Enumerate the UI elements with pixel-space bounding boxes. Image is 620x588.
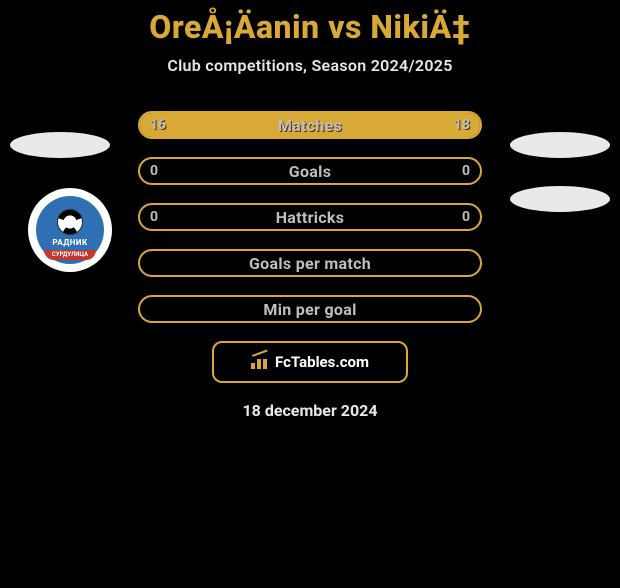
stat-value-right: 0: [462, 163, 470, 179]
stat-label: Hattricks: [276, 208, 345, 227]
stat-row: Min per goal: [138, 295, 482, 323]
brand-text: FcTables.com: [275, 353, 369, 371]
bar-chart-icon: [251, 355, 269, 369]
club-badge-placeholder-right: [510, 186, 610, 212]
player-photo-placeholder-left: [10, 132, 110, 158]
stat-value-left: 16: [150, 117, 166, 133]
date-stamp: 18 december 2024: [0, 401, 620, 420]
subtitle: Club competitions, Season 2024/2025: [0, 56, 620, 75]
football-icon: [57, 209, 83, 235]
page-title: OreÅ¡Äanin vs NikiÄ‡: [0, 8, 620, 46]
stat-row: 0 Goals 0: [138, 157, 482, 185]
club-badge-left: РАДНИК СУРДУЛИЦА: [28, 188, 112, 272]
stat-value-right: 18: [454, 117, 470, 133]
stat-value-left: 0: [150, 209, 158, 225]
stat-value-left: 0: [150, 163, 158, 179]
club-badge-inner: РАДНИК СУРДУЛИЦА: [36, 196, 104, 264]
stat-row: 0 Hattricks 0: [138, 203, 482, 231]
stat-label: Matches: [278, 116, 342, 135]
brand-box[interactable]: FcTables.com: [212, 341, 408, 383]
stat-label: Goals per match: [249, 254, 371, 273]
player-photo-placeholder-right: [510, 132, 610, 158]
stat-label: Goals: [289, 162, 331, 181]
club-badge-band: СУРДУЛИЦА: [44, 250, 96, 260]
stat-value-right: 0: [462, 209, 470, 225]
stat-label: Min per goal: [263, 300, 356, 319]
club-badge-text: РАДНИК: [52, 238, 87, 247]
stat-row: 16 Matches 18: [138, 111, 482, 139]
stat-row: Goals per match: [138, 249, 482, 277]
